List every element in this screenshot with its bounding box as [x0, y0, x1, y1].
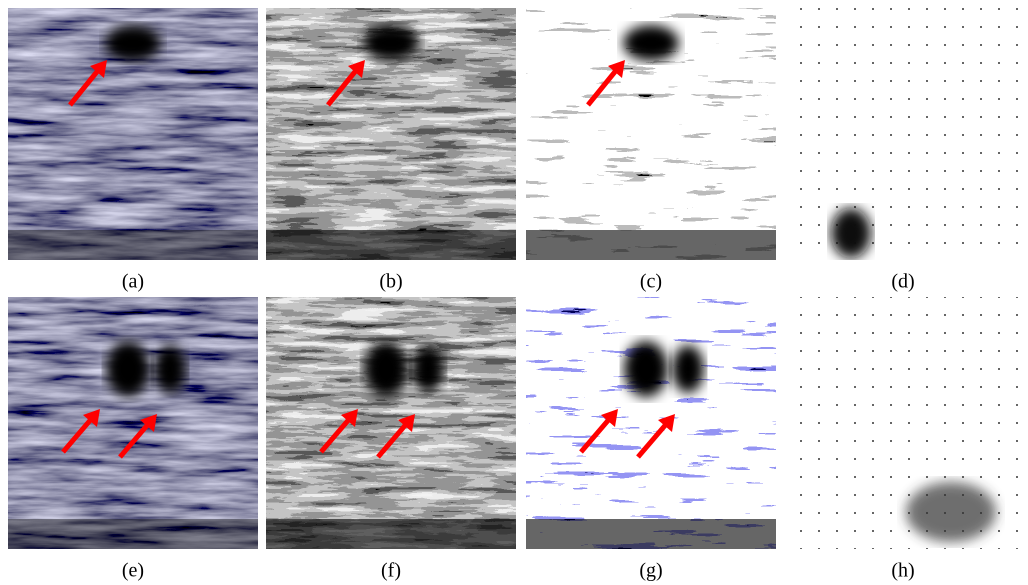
- panel: (c): [526, 8, 776, 293]
- lesion: [363, 25, 419, 61]
- panel-label: (g): [639, 560, 662, 582]
- panel: (d): [786, 8, 1020, 293]
- panel: (a): [8, 8, 258, 293]
- bottom-shadow: [526, 519, 776, 549]
- panel: (g): [526, 297, 776, 582]
- panel-image: [266, 297, 516, 549]
- lesion: [105, 25, 161, 61]
- lesion: [412, 345, 444, 393]
- dot-grid: [786, 8, 1020, 260]
- lesion: [154, 345, 186, 393]
- lesion: [623, 25, 679, 61]
- bottom-shadow: [8, 230, 258, 260]
- bottom-shadow: [8, 519, 258, 549]
- ultrasound: [266, 297, 516, 549]
- lesion: [831, 208, 871, 258]
- panel: (b): [266, 8, 516, 293]
- panel-image: [526, 8, 776, 260]
- bottom-shadow: [266, 519, 516, 549]
- lesion: [672, 345, 704, 393]
- panel-label: (a): [122, 271, 144, 293]
- lesion: [364, 341, 408, 397]
- panel-label: (f): [381, 560, 401, 582]
- lesion: [624, 341, 668, 397]
- panel-image: [266, 8, 516, 260]
- panel: (h): [786, 297, 1020, 582]
- figure: (a) (b) (c) (d) (e) (f) (g) (h): [0, 0, 1028, 585]
- panel-label: (e): [122, 560, 144, 582]
- panel-label: (h): [891, 560, 914, 582]
- bottom-shadow: [526, 230, 776, 260]
- panel-image: [786, 8, 1020, 260]
- panel: (e): [8, 297, 258, 582]
- panel-label: (d): [891, 271, 914, 293]
- ultrasound: [526, 297, 776, 549]
- bottom-shadow: [266, 230, 516, 260]
- panel-image: [526, 297, 776, 549]
- panel-label: (b): [379, 271, 402, 293]
- lesion: [106, 341, 150, 397]
- panel: (f): [266, 297, 516, 582]
- panel-image: [786, 297, 1020, 549]
- ultrasound: [8, 297, 258, 549]
- panel-image: [8, 8, 258, 260]
- panel-label: (c): [640, 271, 662, 293]
- panel-image: [8, 297, 258, 549]
- lesion: [906, 482, 996, 542]
